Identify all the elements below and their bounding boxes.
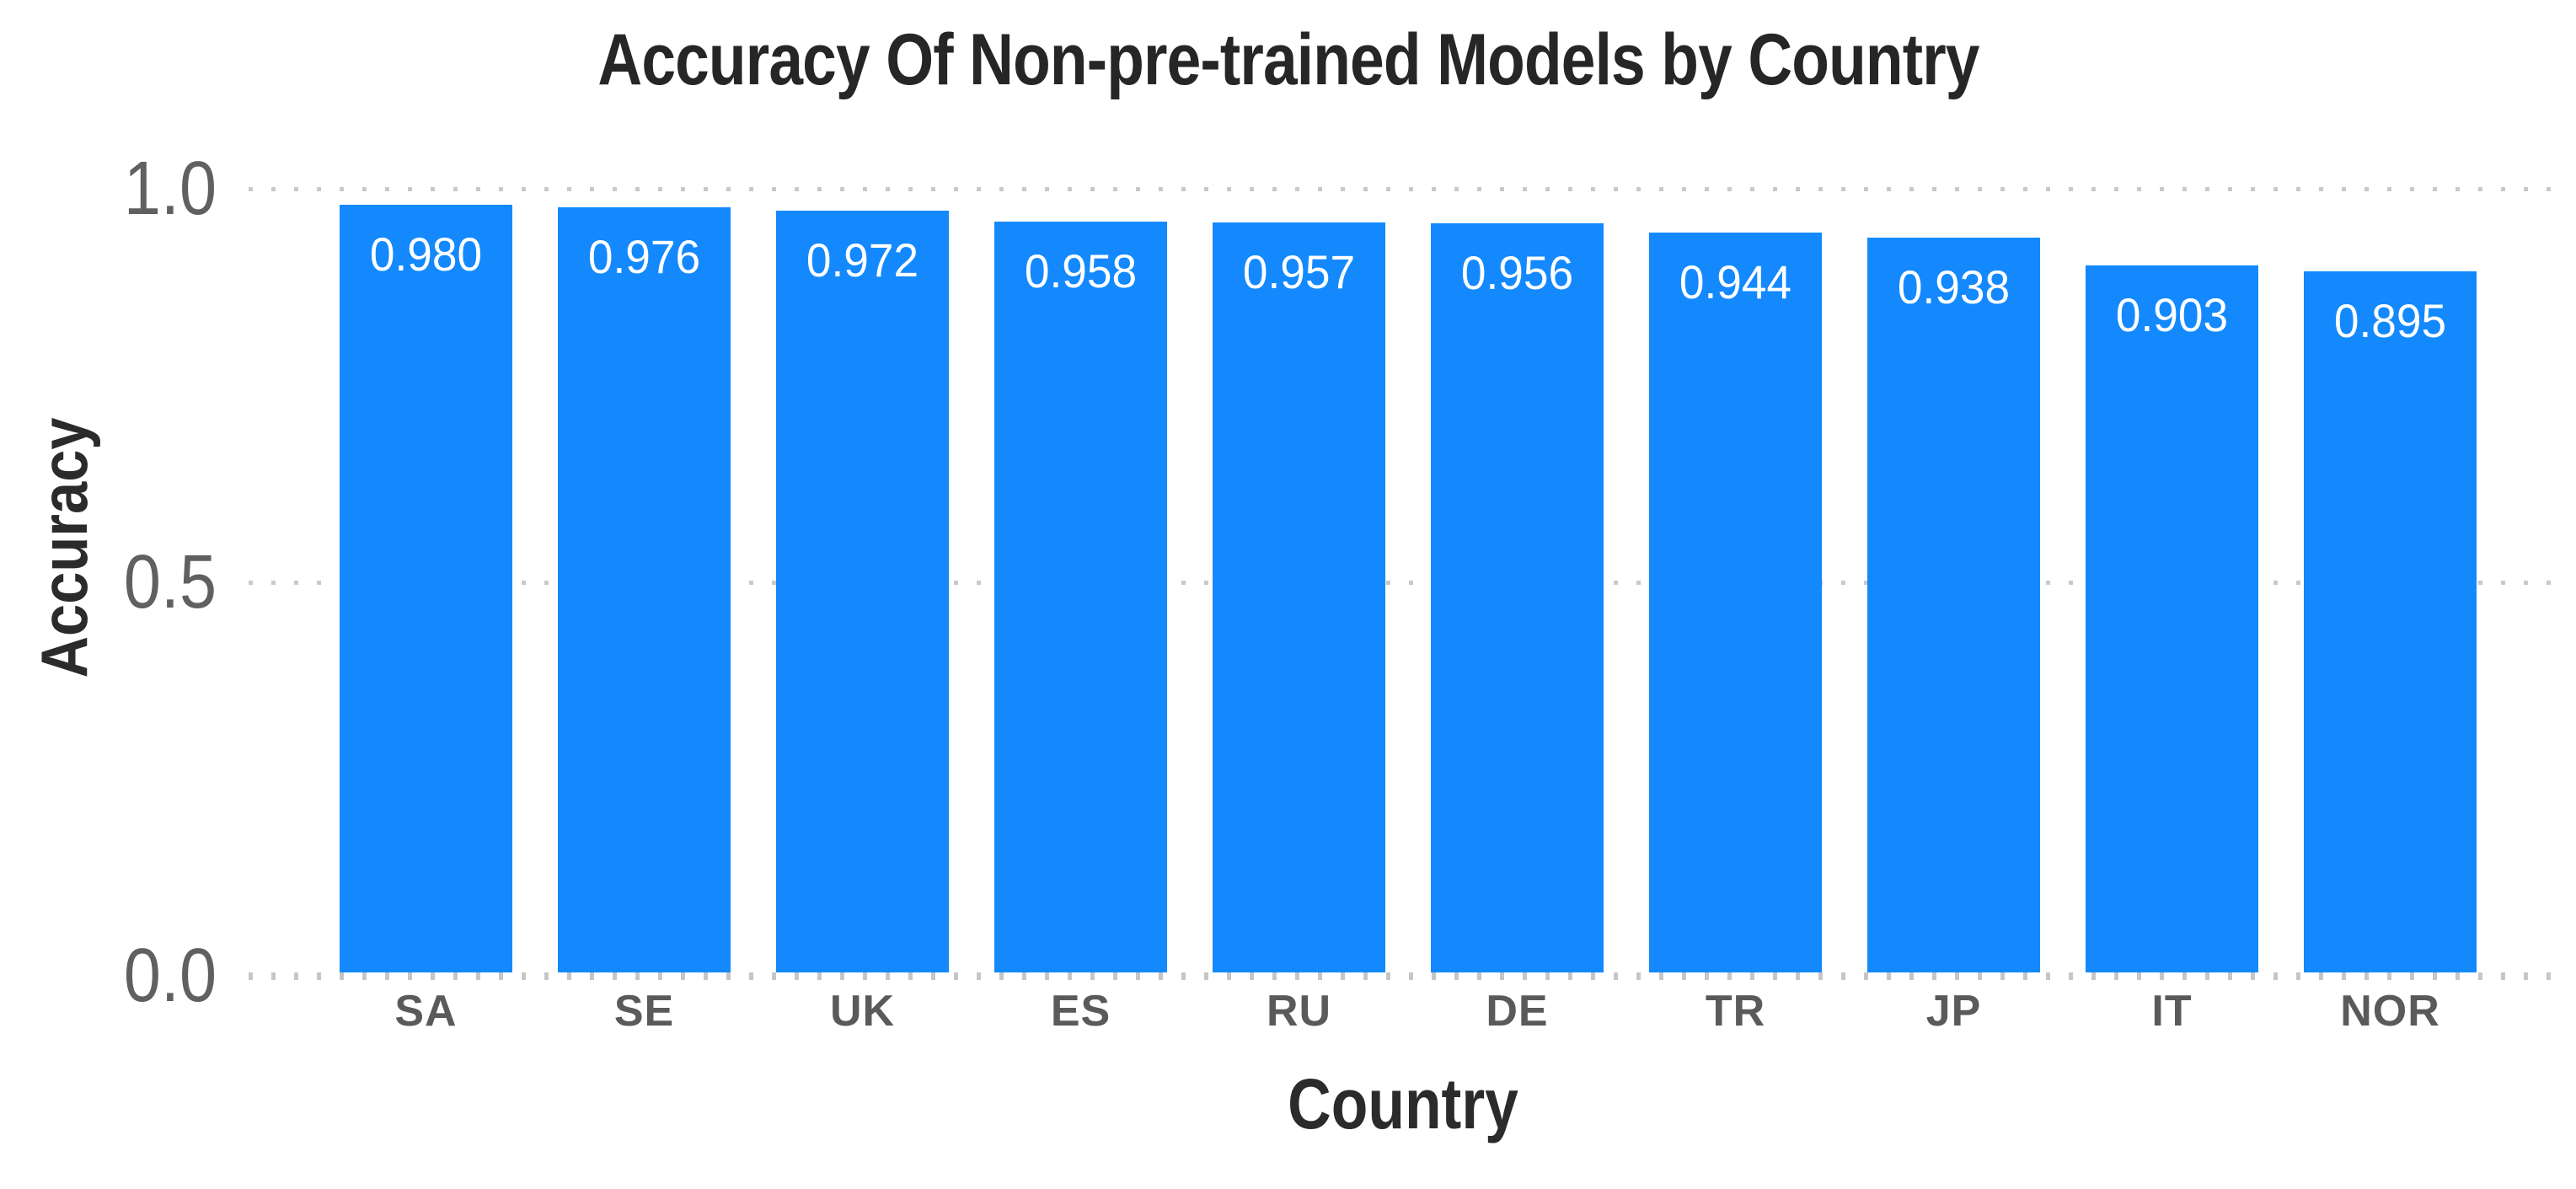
bar-ES: 0.958: [994, 222, 1167, 972]
x-tick-label-NOR: NOR: [2340, 987, 2440, 1036]
bar-DE: 0.956: [1431, 223, 1604, 972]
bar-RU: 0.957: [1213, 222, 1385, 972]
x-tick-label-SA: SA: [394, 987, 458, 1036]
x-tick-label-TR: TR: [1705, 987, 1766, 1036]
y-tick-label: 0.0: [123, 934, 217, 1018]
bar-value-label: 0.956: [1460, 246, 1574, 300]
bar-TR: 0.944: [1649, 233, 1822, 972]
bar-value-label: 0.976: [587, 230, 701, 284]
x-axis-label: Country: [1288, 1064, 1518, 1143]
y-tick-label: 0.5: [123, 540, 217, 624]
bar-value-label: 0.980: [369, 227, 483, 281]
bar-value-label: 0.957: [1242, 245, 1356, 299]
bar-value-label: 0.958: [1024, 244, 1138, 298]
bar-SA: 0.980: [340, 204, 512, 972]
gridline-y-1.0: [249, 187, 2567, 191]
y-tick-label: 1.0: [123, 147, 217, 231]
chart-title: Accuracy Of Non-pre-trained Models by Co…: [597, 19, 1979, 100]
bar-SE: 0.976: [558, 207, 731, 972]
bar-value-label: 0.972: [806, 233, 919, 287]
bar-JP: 0.938: [1867, 237, 2040, 972]
bar-IT: 0.903: [2086, 265, 2258, 972]
x-tick-label-UK: UK: [829, 987, 896, 1036]
bar-NOR: 0.895: [2304, 271, 2477, 972]
bar-UK: 0.972: [776, 211, 949, 972]
x-tick-label-RU: RU: [1266, 987, 1332, 1036]
x-tick-label-ES: ES: [1050, 987, 1111, 1036]
bar-value-label: 0.903: [2115, 287, 2229, 341]
x-tick-label-JP: JP: [1925, 987, 1982, 1036]
x-tick-label-DE: DE: [1486, 987, 1549, 1036]
x-tick-label-IT: IT: [2151, 987, 2193, 1036]
bar-value-label: 0.895: [2333, 294, 2447, 348]
x-tick-label-SE: SE: [613, 987, 675, 1036]
gridline-y-0.0: [249, 972, 2567, 980]
bar-value-label: 0.944: [1679, 255, 1792, 309]
bar-value-label: 0.938: [1897, 260, 2011, 313]
gridline-y-0.5: [249, 581, 2567, 585]
